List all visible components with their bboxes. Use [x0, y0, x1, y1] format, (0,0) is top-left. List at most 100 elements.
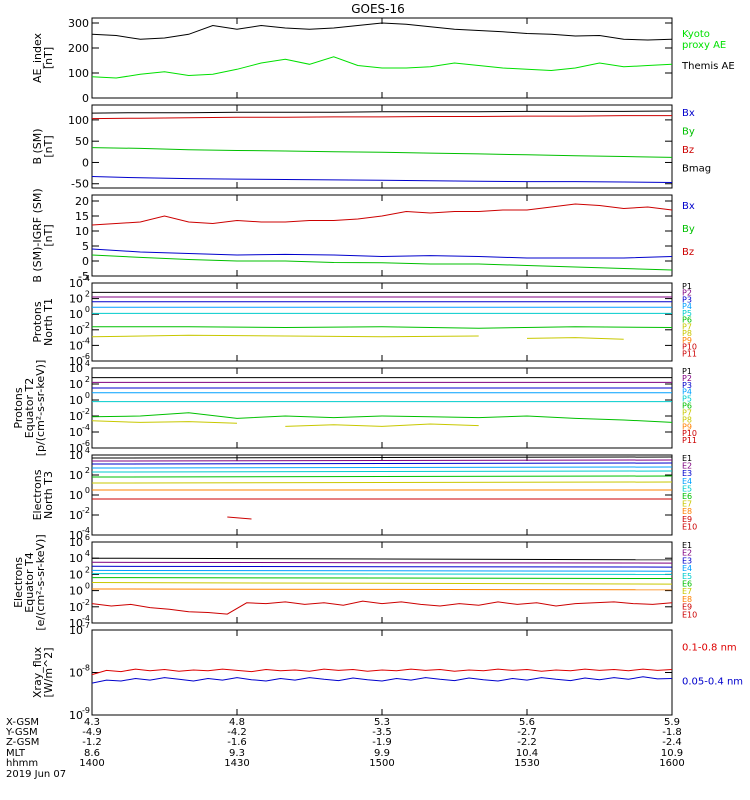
y-axis-label: AE_index[nT] — [31, 32, 55, 83]
series-line-pT1-6 — [91, 334, 479, 338]
y-tick-exponent: -7 — [82, 621, 90, 630]
y-tick-label: 10 — [69, 667, 83, 680]
series-line-eT4-1 — [91, 561, 673, 564]
panel-bsm: -50 0 50 100 B (SM)[nT] Bx By Bz Bmag — [31, 104, 711, 191]
y-tick-label: 10 — [69, 529, 83, 542]
legend-entry: Kyoto proxy AE — [682, 29, 726, 51]
y-tick-exponent: 4 — [85, 549, 90, 558]
series-line-eT4-0 — [91, 557, 673, 561]
legend-entry: P6 — [682, 402, 692, 411]
y-tick-exponent: -4 — [82, 526, 90, 535]
legend-entry: Themis AE — [681, 61, 735, 72]
legend-entry: P10 — [682, 343, 697, 352]
footer-row-label: Z-GSM — [6, 737, 39, 748]
panel-frame — [91, 194, 673, 277]
footer-cell: -1.6 — [227, 737, 247, 748]
y-tick-label: -5 — [78, 270, 89, 283]
legend-entry: Bmag — [682, 163, 711, 174]
y-tick-label: 5 — [82, 240, 89, 253]
legend-entry: P3 — [682, 381, 692, 390]
series-line-pT1-5 — [92, 326, 673, 329]
y-tick-label: 20 — [75, 195, 89, 208]
footer-cell: 5.6 — [519, 717, 535, 728]
y-axis-label: B (SM)-IGRF (SM)[nT] — [31, 188, 55, 282]
y-tick-exponent: 2 — [85, 375, 90, 384]
y-tick-exponent: -4 — [82, 614, 90, 623]
y-tick-label: 100 — [68, 67, 89, 80]
y-tick-exponent: 4 — [85, 359, 90, 368]
series-line-ae-1 — [91, 22, 673, 41]
legend-entry: E8 — [682, 595, 692, 604]
y-tick-exponent: -8 — [82, 664, 90, 673]
y-tick-label: 50 — [75, 135, 89, 148]
series-line-bsm-0 — [91, 176, 673, 183]
y-tick-label: 10 — [69, 362, 83, 375]
y-tick-exponent: 6 — [85, 533, 90, 542]
y-tick-exponent: 4 — [85, 446, 90, 455]
y-tick-label: 0 — [82, 92, 89, 105]
legend-entry: P1 — [682, 282, 692, 291]
legend-entry: P7 — [682, 322, 692, 331]
y-tick-exponent: -6 — [82, 439, 90, 448]
panel-frame — [91, 17, 673, 99]
legend-entry: E8 — [682, 507, 692, 516]
y-tick-label: 10 — [69, 442, 83, 455]
legend-entry: 0.1-0.8 nm — [682, 642, 737, 653]
y-tick-exponent: 0 — [85, 486, 90, 495]
legend-entry: By — [682, 224, 695, 235]
series-line-eT3-2 — [91, 462, 673, 465]
footer-cell: 5.3 — [374, 717, 390, 728]
legend-entry: Bz — [682, 247, 694, 258]
y-tick-label: 15 — [75, 210, 89, 223]
legend-entry: P4 — [682, 302, 692, 311]
y-tick-label: 10 — [69, 585, 83, 598]
series-line-eT3-1 — [91, 459, 673, 462]
footer-row-label: hhmm — [6, 758, 38, 769]
y-tick-exponent: 0 — [85, 305, 90, 314]
series-line-eT4-4 — [91, 573, 673, 575]
y-tick-label: 10 — [69, 293, 83, 306]
legend-entry: E10 — [682, 522, 697, 531]
footer-cell: 1500 — [369, 758, 394, 769]
y-tick-exponent: -2 — [82, 506, 90, 515]
y-tick-label: 10 — [69, 489, 83, 502]
footer-cell: 10.9 — [661, 748, 683, 759]
panel-bigrf: -5 0 5 10 15 20 B (SM)-IGRF (SM)[nT] Bx By Bz — [31, 188, 695, 283]
footer-row-label: Y-GSM — [5, 727, 38, 738]
footer-cell: -4.9 — [82, 727, 102, 738]
footer-row-label: MLT — [6, 748, 26, 759]
y-tick-label: 10 — [69, 469, 83, 482]
series-line-pT1-7 — [526, 337, 624, 340]
footer-cell: -1.8 — [662, 727, 682, 738]
series-line-pT2-5 — [91, 412, 673, 423]
y-tick-label: 10 — [75, 225, 89, 238]
y-axis-label: B (SM)[nT] — [31, 128, 55, 164]
y-tick-exponent: 4 — [85, 274, 90, 283]
legend-entry: P11 — [682, 349, 697, 358]
panel-ae: 0 100 200 300 AE_index[nT] Kyoto proxy AE Themi… — [31, 17, 735, 105]
legend-entry: P9 — [682, 422, 692, 431]
legend-entry: P4 — [682, 388, 692, 397]
legend-entry: P2 — [682, 374, 692, 383]
y-tick-label: 0 — [82, 255, 89, 268]
y-tick-exponent: 0 — [85, 391, 90, 400]
legend-entry: E9 — [682, 515, 692, 524]
y-tick-label: 10 — [69, 449, 83, 462]
legend-entry: P11 — [682, 436, 697, 445]
series-line-eT4-2 — [91, 565, 673, 568]
series-line-eT3-4 — [91, 470, 673, 473]
y-tick-label: 10 — [69, 536, 83, 549]
y-tick-label: 10 — [69, 410, 83, 423]
y-tick-label: 10 — [69, 617, 83, 630]
y-tick-label: 10 — [69, 568, 83, 581]
legend-entry: P9 — [682, 336, 692, 345]
footer-cell: 5.9 — [664, 717, 680, 728]
y-axis-label: ElectronsEquator T4[e/(cm²-s-sr-keV)] — [12, 534, 47, 630]
series-line-eT3-0 — [91, 456, 673, 459]
footer-cell: 9.3 — [229, 748, 245, 759]
